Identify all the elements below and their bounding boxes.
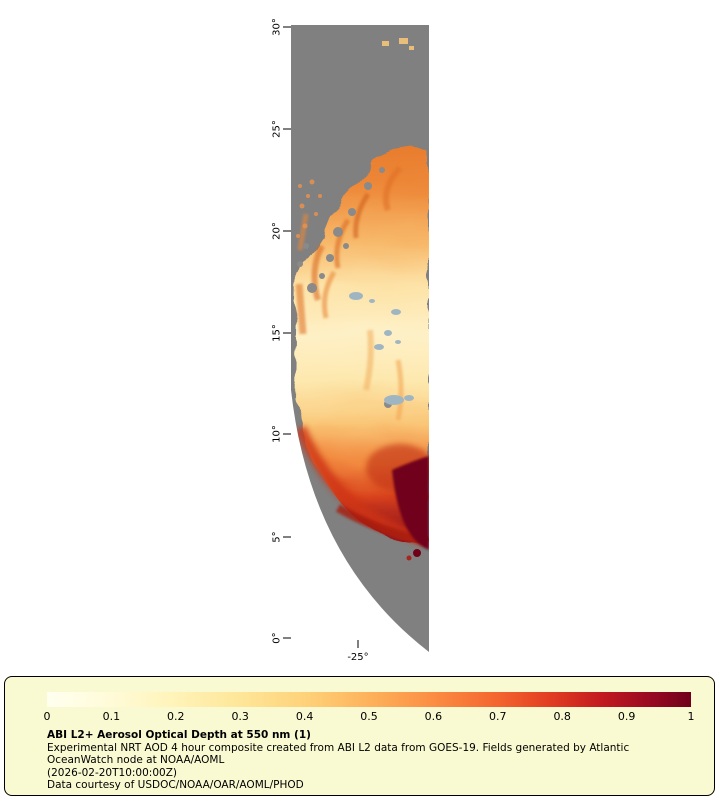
lat-tick-label: 20° [272,222,283,240]
colorbar-tick-label: 0 [43,710,51,723]
caption-line: Experimental NRT AOD 4 hour composite cr… [47,741,630,754]
caption-lines: Experimental NRT AOD 4 hour composite cr… [47,742,702,792]
colorbar-tick-label: 0.4 [295,710,314,723]
colorbar-tick-label: 0.3 [231,710,249,723]
lat-axis: 30° 25° 20° 15° 10° 5° 0° [272,18,291,644]
caption-line: Data courtesy of USDOC/NOAA/OAR/AOML/PHO… [47,779,304,792]
colorbar-tick-label: 0.2 [167,710,185,723]
lat-tick-label: 30° [272,18,283,36]
legend-caption: ABI L2+ Aerosol Optical Depth at 550 nm … [47,729,702,792]
lat-tick-label: 25° [272,120,283,138]
dust-plume [294,147,429,541]
aod-map: 30° 25° 20° 15° 10° 5° 0° -25° [272,18,429,663]
cloud-pixels-grey [297,167,392,408]
cloud-pixels-blue [349,292,414,405]
colorbar-tick-label: 0.1 [102,710,121,723]
colorbar-tick-label: 0.9 [617,710,636,723]
colorbar-tick-label: 0.5 [360,710,378,723]
lat-tick-label: 10° [272,425,283,443]
legend-title: ABI L2+ Aerosol Optical Depth at 550 nm … [47,729,311,741]
lon-tick-label: -25° [347,652,368,663]
lat-tick-label: 5° [272,531,283,542]
aod-field [294,147,429,550]
lat-tick-label: 0° [272,632,283,643]
colorbar-tick-label: 0.7 [489,710,507,723]
caption-line: (2026-02-20T10:00:00Z) [47,766,177,779]
lat-tick-label: 15° [272,324,283,342]
legend-panel: 0 0.1 0.2 0.3 0.4 0.5 0.6 0.7 0.8 0.9 1 ABI L2+ Ae… [4,676,715,796]
dust-streaks [295,165,404,421]
colorbar-tick-label: 1 [687,710,695,723]
colorbar-tick-label: 0.6 [424,710,443,723]
edge-specks [296,179,322,238]
colorbar-tick-label: 0.8 [553,710,571,723]
aerosol-specks [382,38,421,561]
colorbar-ticks: 0 0.1 0.2 0.3 0.4 0.5 0.6 0.7 0.8 0.9 1 [43,710,695,724]
high-aod-region [294,425,429,550]
caption-line: OceanWatch node at NOAA/AOML [47,754,225,767]
colorbar [47,692,691,707]
lon-axis: -25° [347,640,369,663]
